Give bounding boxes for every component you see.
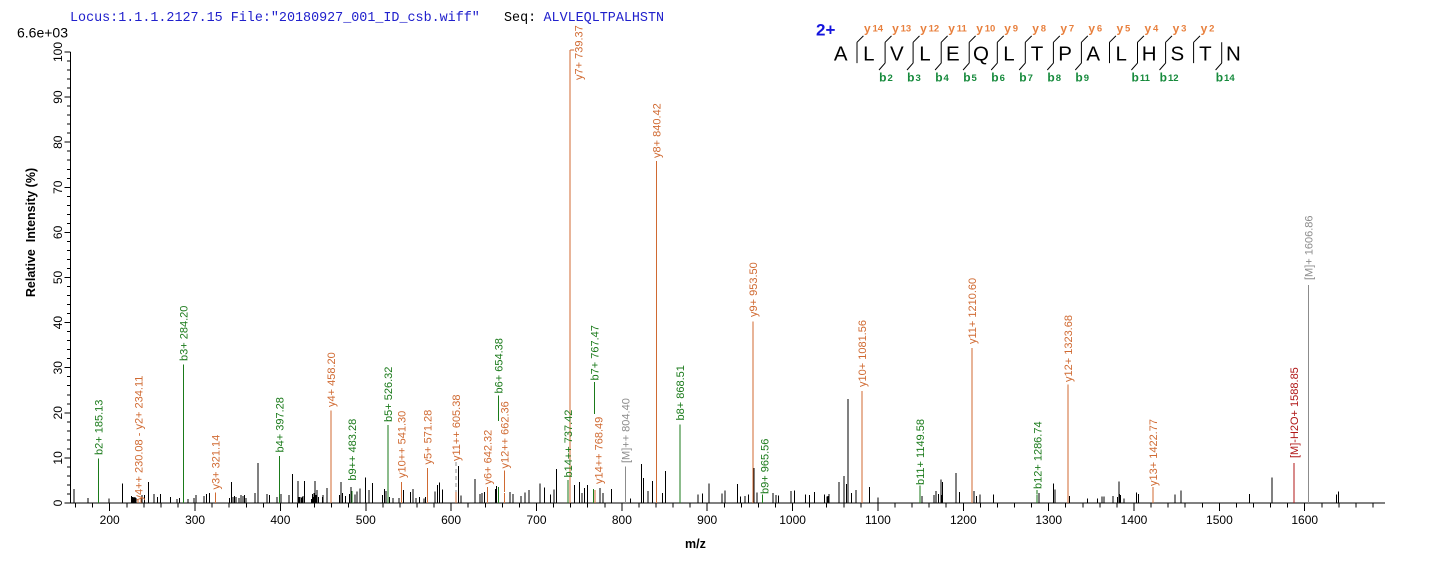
svg-text:y10: y 10 bbox=[976, 22, 995, 36]
svg-text:Seq:: Seq: bbox=[504, 11, 536, 26]
svg-text:H: H bbox=[1142, 43, 1157, 66]
svg-text:P: P bbox=[1058, 43, 1072, 66]
svg-text:700: 700 bbox=[526, 513, 546, 527]
svg-text:y10++ 541.30: y10++ 541.30 bbox=[397, 411, 409, 478]
svg-text:b5: b5 bbox=[963, 70, 977, 84]
svg-text:b6+ 654.38: b6+ 654.38 bbox=[494, 338, 506, 393]
svg-text:y11: y 11 bbox=[948, 22, 967, 36]
svg-text:y4++ 230.08 - y2+ 234.11: y4++ 230.08 - y2+ 234.11 bbox=[134, 376, 146, 501]
svg-text:1000: 1000 bbox=[779, 513, 806, 527]
svg-text:b3+ 284.20: b3+ 284.20 bbox=[178, 306, 190, 361]
svg-text:500: 500 bbox=[356, 513, 376, 527]
svg-text:y12: y 12 bbox=[920, 22, 939, 36]
svg-text:600: 600 bbox=[441, 513, 461, 527]
svg-text:m/z: m/z bbox=[685, 537, 706, 551]
svg-text:y14: y 14 bbox=[864, 22, 884, 36]
svg-text:b7: b7 bbox=[1019, 70, 1033, 84]
svg-text:50: 50 bbox=[51, 271, 65, 285]
svg-text:300: 300 bbox=[185, 513, 205, 527]
svg-text:[M]++ 804.40: [M]++ 804.40 bbox=[621, 398, 633, 463]
svg-text:L: L bbox=[1115, 43, 1126, 66]
svg-text:T: T bbox=[1199, 43, 1212, 66]
svg-text:b8: b8 bbox=[1047, 70, 1061, 84]
svg-text:2+: 2+ bbox=[816, 21, 835, 40]
svg-text:200: 200 bbox=[100, 513, 120, 527]
svg-text:L: L bbox=[1003, 43, 1014, 66]
svg-text:100: 100 bbox=[51, 42, 65, 62]
svg-text:y13+ 1422.77: y13+ 1422.77 bbox=[1148, 419, 1160, 486]
svg-text:80: 80 bbox=[51, 135, 65, 149]
svg-text:y7+ 739.37: y7+ 739.37 bbox=[574, 25, 586, 80]
svg-text:y13: y 13 bbox=[892, 22, 911, 36]
svg-text:b9++ 483.28: b9++ 483.28 bbox=[347, 419, 359, 481]
svg-text:1400: 1400 bbox=[1121, 513, 1148, 527]
svg-text:L: L bbox=[863, 43, 874, 66]
svg-text:b2: b2 bbox=[879, 70, 893, 84]
svg-text:[M]+ 1606.86: [M]+ 1606.86 bbox=[1304, 215, 1316, 280]
svg-text:L: L bbox=[919, 43, 930, 66]
svg-text:900: 900 bbox=[697, 513, 717, 527]
svg-text:Relative Intensity (%): Relative Intensity (%) bbox=[24, 168, 38, 297]
svg-text:1500: 1500 bbox=[1206, 513, 1233, 527]
svg-text:40: 40 bbox=[51, 316, 65, 330]
svg-text:6.6e+03: 6.6e+03 bbox=[17, 25, 68, 41]
svg-text:400: 400 bbox=[270, 513, 290, 527]
svg-text:b11+ 1149.58: b11+ 1149.58 bbox=[915, 419, 927, 485]
svg-text:y5+ 571.28: y5+ 571.28 bbox=[422, 410, 434, 465]
svg-text:y3+ 321.14: y3+ 321.14 bbox=[211, 435, 223, 490]
svg-text:y4+ 458.20: y4+ 458.20 bbox=[326, 352, 338, 407]
svg-text:y6+ 642.32: y6+ 642.32 bbox=[482, 430, 494, 485]
svg-text:b4+ 397.28: b4+ 397.28 bbox=[275, 397, 287, 452]
svg-text:60: 60 bbox=[51, 225, 65, 239]
svg-text:b9+ 965.56: b9+ 965.56 bbox=[760, 439, 772, 494]
svg-text:30: 30 bbox=[51, 361, 65, 375]
svg-text:y12+ 1323.68: y12+ 1323.68 bbox=[1063, 315, 1075, 382]
svg-text:[M]-H2O+ 1588.85: [M]-H2O+ 1588.85 bbox=[1289, 367, 1301, 458]
svg-text:b12: b12 bbox=[1160, 70, 1179, 84]
svg-text:b14++ 737.42: b14++ 737.42 bbox=[563, 410, 575, 478]
svg-text:E: E bbox=[946, 43, 960, 66]
svg-text:N: N bbox=[1226, 43, 1241, 66]
svg-text:b11: b11 bbox=[1132, 70, 1151, 84]
svg-text:y11+ 1210.60: y11+ 1210.60 bbox=[967, 278, 979, 344]
svg-text:90: 90 bbox=[51, 90, 65, 104]
svg-text:b8+ 868.51: b8+ 868.51 bbox=[675, 365, 687, 420]
svg-text:V: V bbox=[890, 43, 904, 66]
svg-text:70: 70 bbox=[51, 180, 65, 194]
svg-text:S: S bbox=[1170, 43, 1184, 66]
svg-text:1200: 1200 bbox=[950, 513, 977, 527]
svg-text:Locus:1.1.1.2127.15 File:"2018: Locus:1.1.1.2127.15 File:"20180927_001_I… bbox=[70, 11, 480, 26]
svg-text:1300: 1300 bbox=[1035, 513, 1062, 527]
svg-text:b14: b14 bbox=[1216, 70, 1236, 84]
svg-text:b4: b4 bbox=[935, 70, 949, 84]
svg-text:ALVLEQLTPALHSTN: ALVLEQLTPALHSTN bbox=[544, 11, 665, 26]
svg-text:T: T bbox=[1031, 43, 1044, 66]
svg-text:b12+ 1286.74: b12+ 1286.74 bbox=[1033, 421, 1045, 489]
svg-text:b5+ 526.32: b5+ 526.32 bbox=[383, 367, 395, 422]
svg-text:1100: 1100 bbox=[865, 513, 891, 527]
svg-text:y12++ 662.36: y12++ 662.36 bbox=[500, 401, 512, 468]
svg-text:y14++ 768.49: y14++ 768.49 bbox=[594, 417, 606, 484]
svg-text:y8+ 840.42: y8+ 840.42 bbox=[651, 103, 663, 158]
svg-text:0: 0 bbox=[51, 499, 65, 506]
svg-text:b7+ 767.47: b7+ 767.47 bbox=[589, 325, 601, 380]
svg-text:b6: b6 bbox=[991, 70, 1005, 84]
svg-text:800: 800 bbox=[612, 513, 632, 527]
svg-text:Q: Q bbox=[973, 43, 989, 66]
svg-text:A: A bbox=[1086, 43, 1100, 66]
svg-text:y10+ 1081.56: y10+ 1081.56 bbox=[857, 320, 869, 387]
svg-text:y11++ 605.38: y11++ 605.38 bbox=[451, 395, 463, 461]
svg-text:1600: 1600 bbox=[1291, 513, 1318, 527]
svg-text:b9: b9 bbox=[1075, 70, 1089, 84]
svg-text:10: 10 bbox=[51, 451, 65, 465]
svg-text:A: A bbox=[834, 43, 848, 66]
svg-text:20: 20 bbox=[51, 406, 65, 420]
svg-text:y9+ 953.50: y9+ 953.50 bbox=[748, 262, 760, 317]
svg-text:b3: b3 bbox=[907, 70, 921, 84]
svg-text:b2+ 185.13: b2+ 185.13 bbox=[93, 400, 105, 455]
